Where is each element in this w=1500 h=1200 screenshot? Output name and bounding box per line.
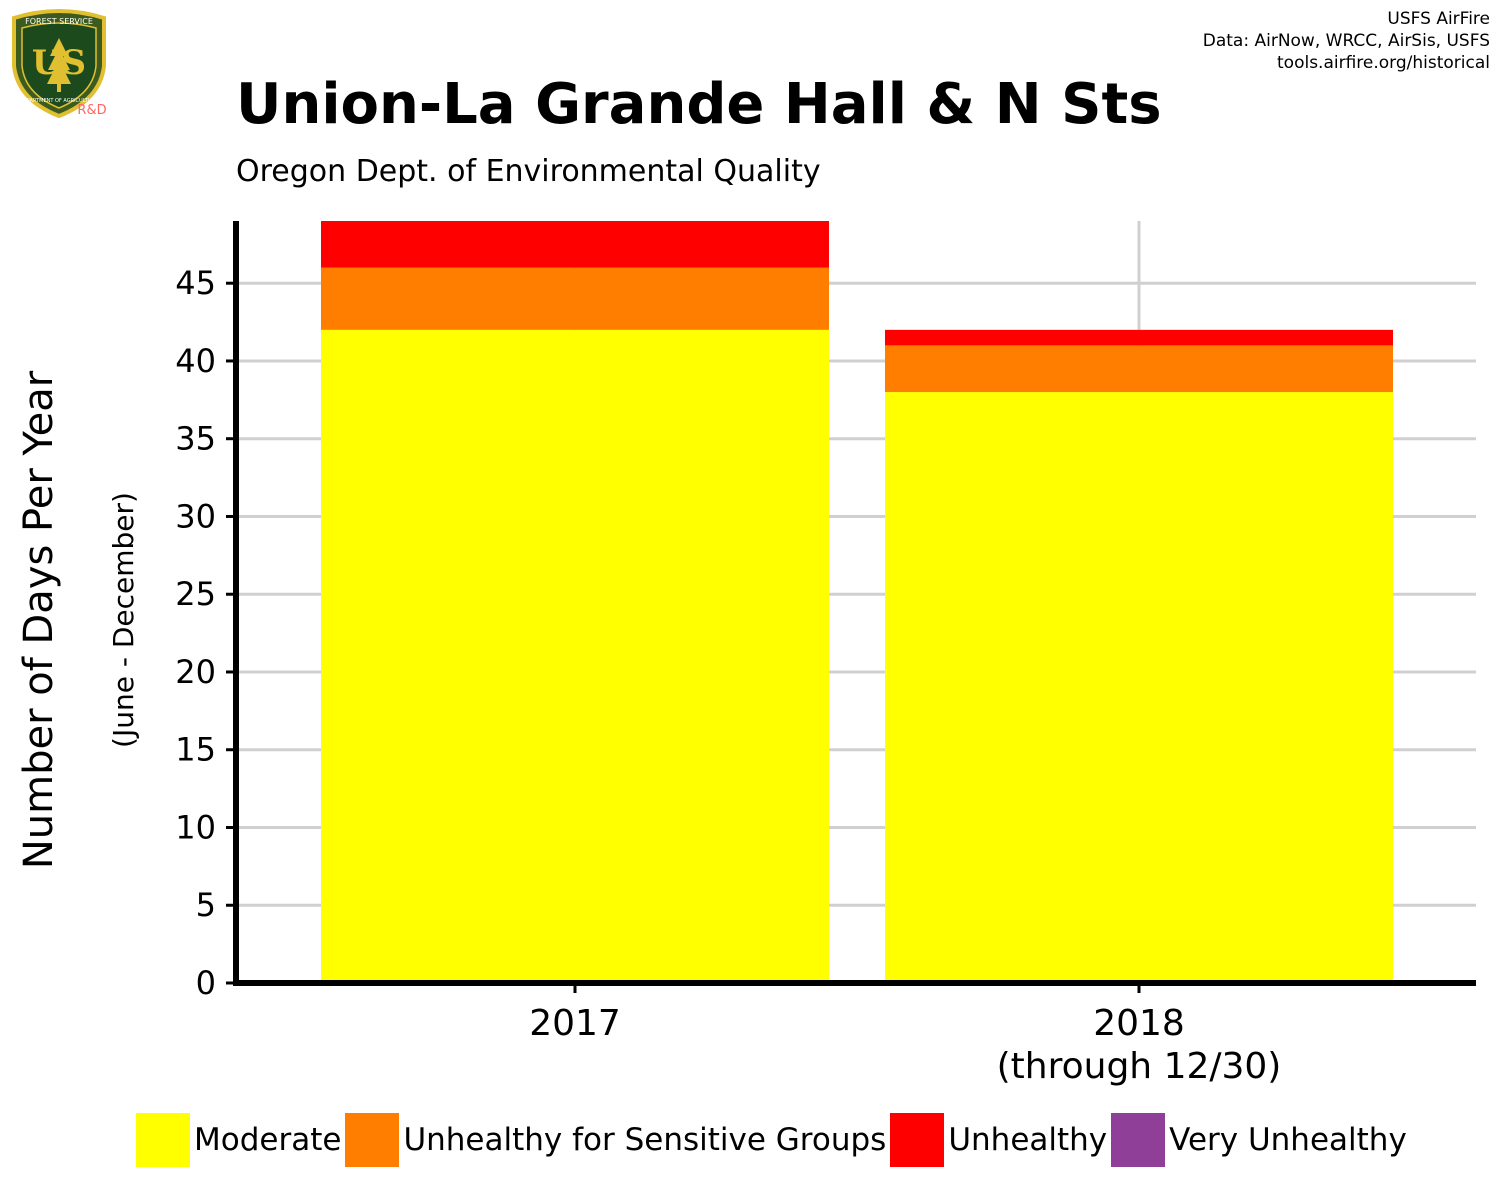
chart-legend: Moderate Unhealthy for Sensitive Groups Un… bbox=[136, 1112, 1411, 1168]
y-tick-label: 10 bbox=[175, 808, 216, 846]
credit-line: Data: AirNow, WRCC, AirSis, USFS bbox=[1202, 31, 1490, 51]
bar-segment-unhealthy-for-sensitive-groups bbox=[321, 267, 829, 330]
legend-label: Very Unhealthy bbox=[1169, 1122, 1407, 1158]
bar-segment-moderate bbox=[885, 392, 1393, 983]
credit-line: tools.airfire.org/historical bbox=[1277, 53, 1490, 73]
bar-segment-moderate bbox=[321, 329, 829, 983]
logo-tag: R&D bbox=[77, 103, 106, 118]
y-tick-label: 0 bbox=[196, 964, 216, 1002]
y-tick-label: 5 bbox=[196, 886, 216, 924]
y-axis-title: Number of Days Per Year bbox=[16, 370, 62, 869]
bar-segment-unhealthy bbox=[321, 221, 829, 268]
y-tick-label: 40 bbox=[175, 342, 216, 380]
tree-icon bbox=[47, 38, 71, 84]
legend-item: Unhealthy bbox=[890, 1113, 1107, 1167]
legend-label: Unhealthy bbox=[948, 1122, 1108, 1158]
legend-swatch bbox=[890, 1113, 945, 1167]
legend-item: Unhealthy for Sensitive Groups bbox=[345, 1113, 886, 1167]
legend-swatch bbox=[1111, 1113, 1166, 1167]
legend-item: Moderate bbox=[136, 1113, 341, 1167]
data-credits: USFS AirFire Data: AirNow, WRCC, AirSis,… bbox=[1203, 8, 1490, 74]
x-tick-sublabel: (through 12/30) bbox=[997, 1046, 1282, 1087]
legend-swatch bbox=[345, 1113, 400, 1167]
y-tick-label: 45 bbox=[175, 264, 216, 302]
legend-label: Unhealthy for Sensitive Groups bbox=[403, 1122, 887, 1158]
y-tick-label: 30 bbox=[175, 497, 216, 535]
x-tick-label: 2018 bbox=[1093, 1003, 1185, 1044]
y-tick-label: 15 bbox=[175, 731, 216, 769]
logo-text-bottom: DEPARTMENT OF AGRICULTURE bbox=[20, 98, 98, 104]
x-tick-label: 2017 bbox=[529, 1003, 621, 1044]
usfs-shield-logo: FOREST SERVICE US DEPARTMENT OF AGRICULT… bbox=[12, 9, 107, 119]
y-tick-label: 25 bbox=[175, 575, 216, 613]
y-tick-label: 20 bbox=[175, 653, 216, 691]
legend-item: Very Unhealthy bbox=[1111, 1113, 1407, 1167]
legend-swatch bbox=[136, 1113, 190, 1167]
y-tick-label: 35 bbox=[175, 420, 216, 458]
chart-subtitle: Oregon Dept. of Environmental Quality bbox=[236, 154, 821, 189]
legend-label: Moderate bbox=[194, 1122, 342, 1158]
chart-title: Union-La Grande Hall & N Sts bbox=[236, 72, 1162, 137]
credit-line: USFS AirFire bbox=[1387, 9, 1490, 29]
bar-segment-unhealthy bbox=[885, 329, 1393, 346]
y-axis-subtitle: (June - December) bbox=[107, 492, 140, 748]
bar-segment-unhealthy-for-sensitive-groups bbox=[885, 345, 1393, 393]
logo-text-top: FOREST SERVICE bbox=[25, 17, 93, 26]
